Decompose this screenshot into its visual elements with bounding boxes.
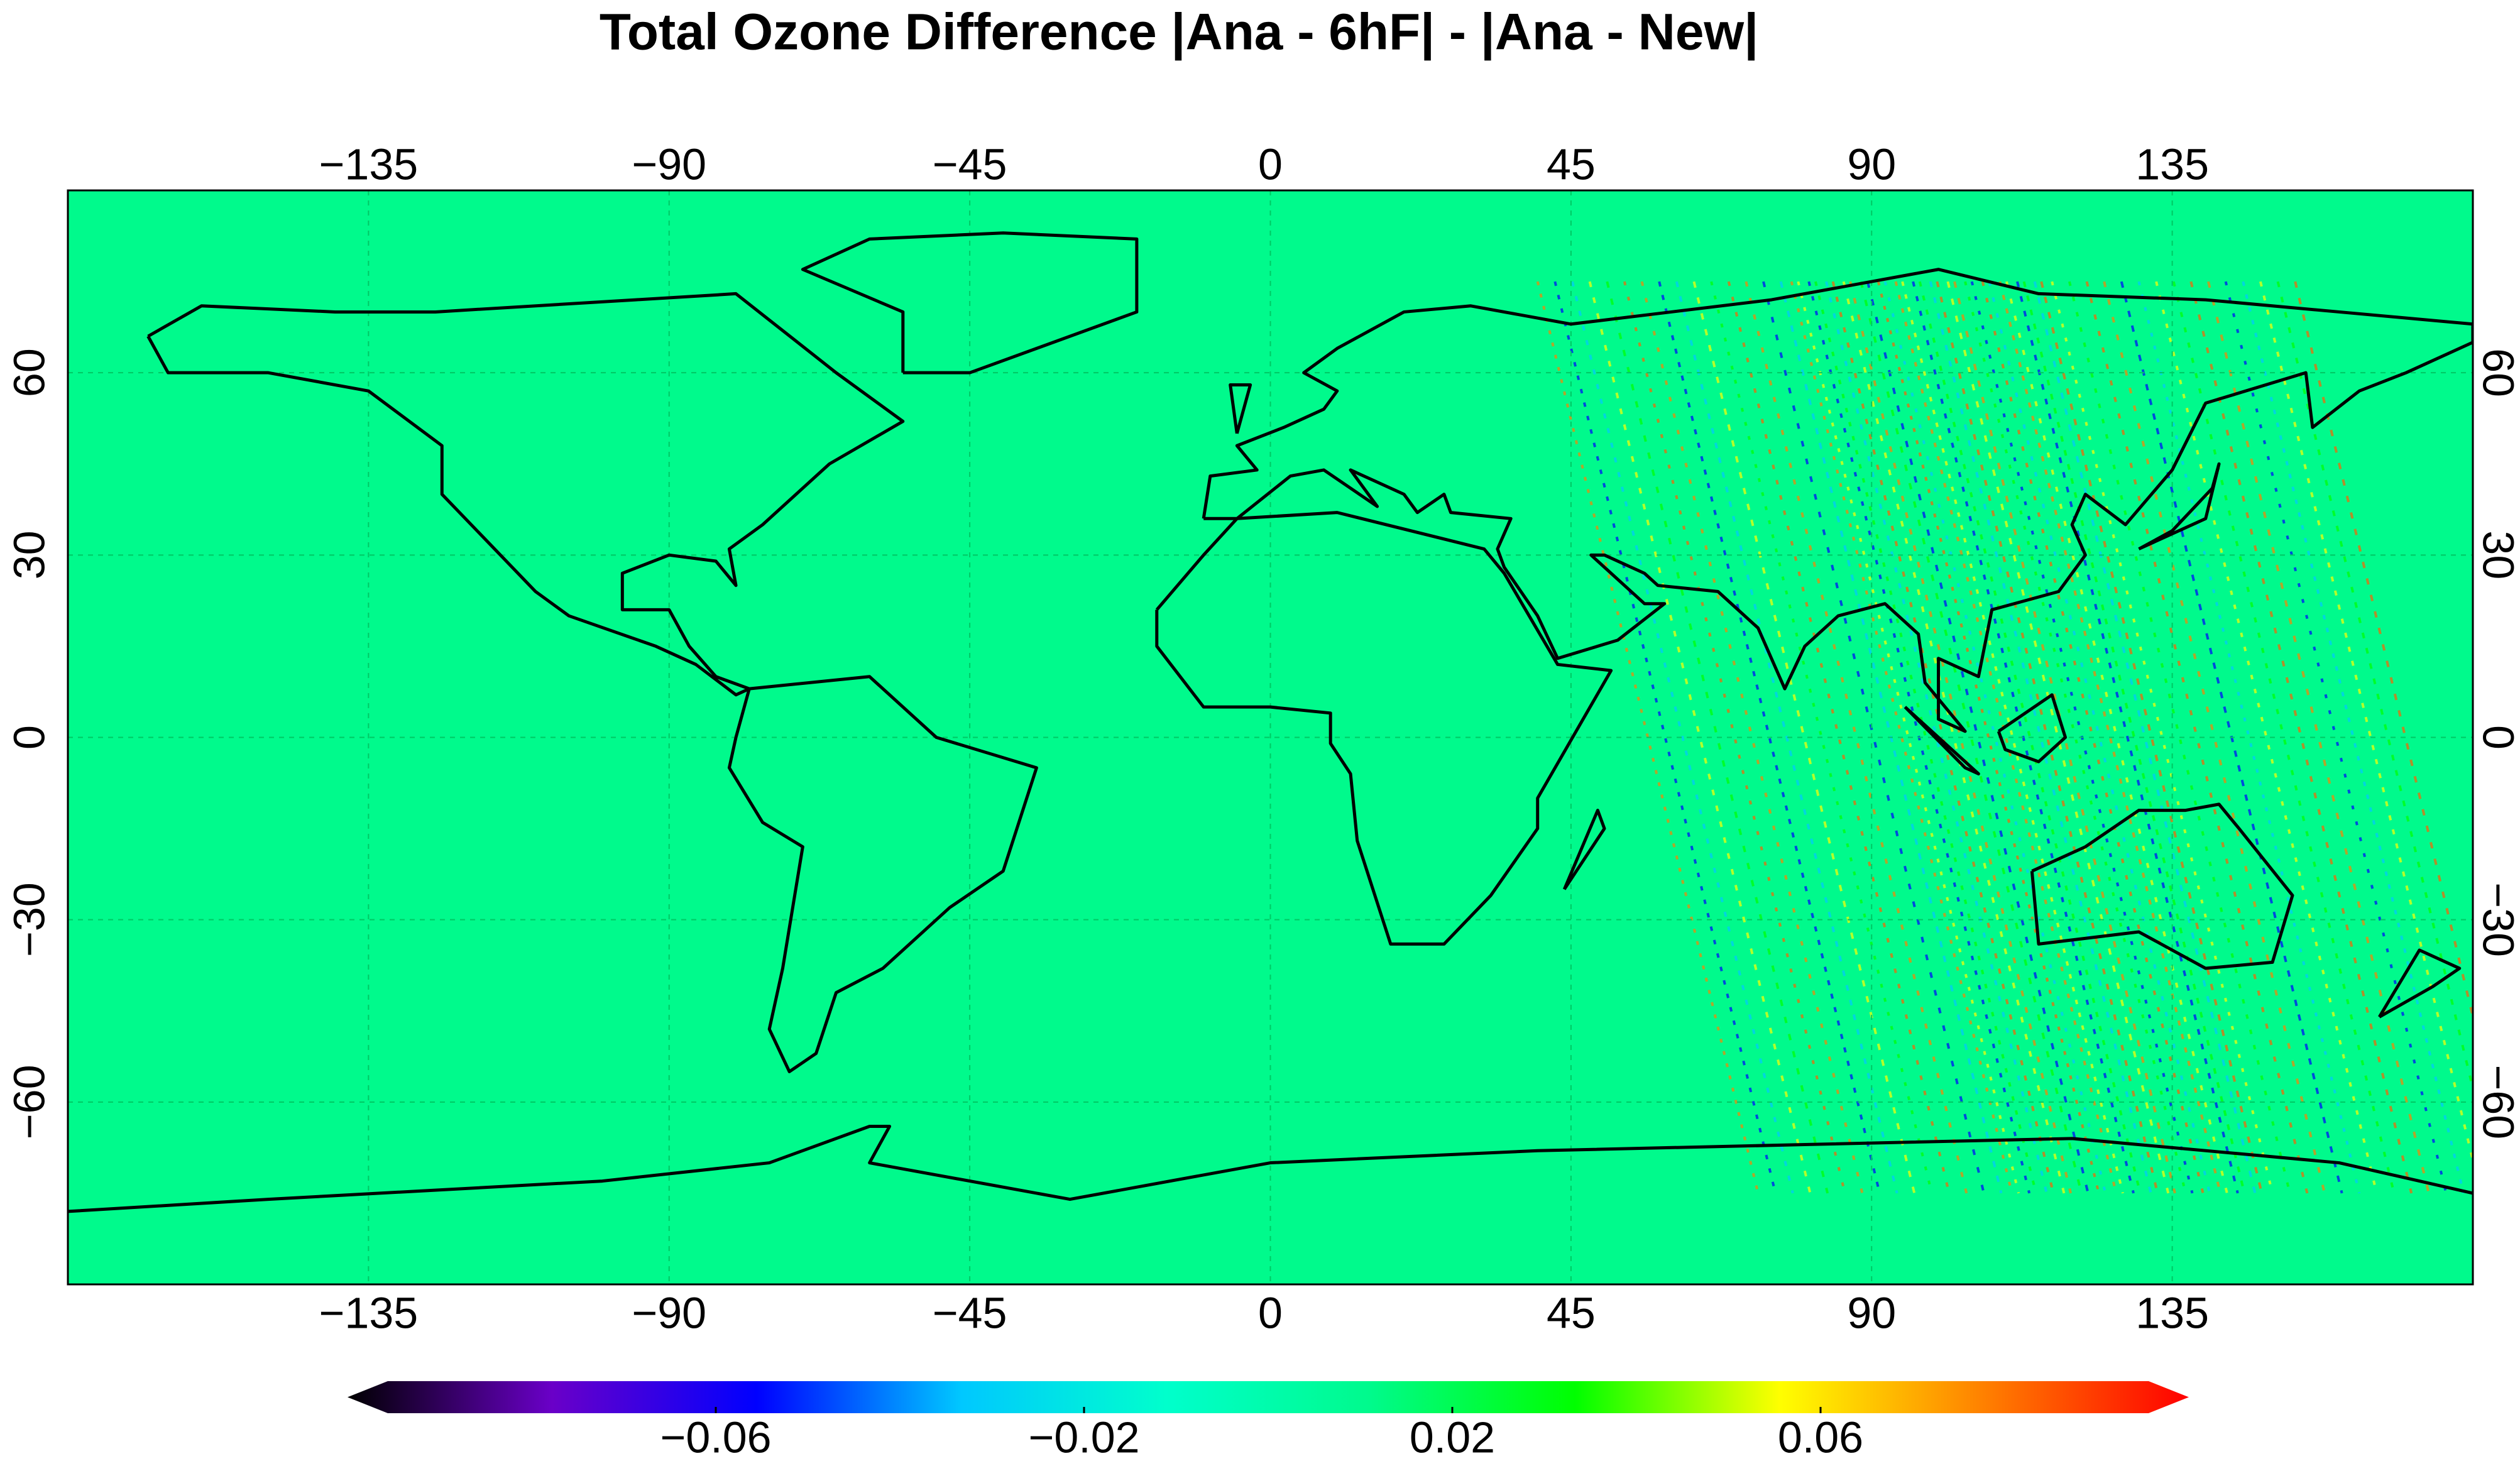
y-tick-label-left: −60 (4, 1064, 53, 1139)
coastline (1562, 809, 1606, 890)
x-tick-label-top: −90 (632, 139, 706, 189)
swath-track (2085, 281, 2309, 1194)
y-tick-label-right: −60 (2474, 1064, 2520, 1139)
colorbar-tick-label: −0.02 (1028, 1413, 1139, 1462)
coastline (801, 231, 1139, 375)
y-tick-label-left: 60 (4, 348, 53, 397)
x-tick-label-top: −45 (933, 139, 1007, 189)
x-tick-label-top: 135 (2135, 139, 2209, 189)
swath-track (2155, 281, 2378, 1194)
coastline (727, 675, 1038, 1073)
swath-track (1894, 281, 2118, 1194)
x-tick-label-top: −135 (319, 139, 419, 189)
swath-track (1918, 281, 2142, 1194)
swath-track (1675, 281, 1898, 1194)
y-tick-label-right: 0 (2474, 725, 2520, 750)
colorbar-tick-label: 0.06 (1778, 1413, 1863, 1462)
swath-track (2137, 281, 2361, 1194)
x-tick-label-bottom: −45 (933, 1288, 1007, 1337)
x-tick-label-bottom: −135 (319, 1288, 419, 1337)
swath-track (1953, 281, 2176, 1194)
y-tick-label-left: −30 (4, 882, 53, 957)
swath-track (2259, 281, 2473, 1166)
swath-track (1814, 281, 2037, 1194)
swath-track (1981, 281, 2205, 1194)
x-tick-label-top: 0 (1258, 139, 1283, 189)
swath-track (2051, 281, 2274, 1194)
colorbar-tick-label: 0.02 (1410, 1413, 1495, 1462)
swath-track (1797, 281, 2020, 1194)
swath-track (1998, 281, 2222, 1194)
swath-track (1571, 281, 1794, 1194)
x-tick-label-bottom: 135 (2135, 1288, 2209, 1337)
swath-track (2016, 281, 2239, 1194)
y-tick-label-right: −30 (2474, 882, 2520, 957)
swath-track (1860, 281, 2083, 1194)
coastline (68, 1125, 2473, 1213)
colorbar (348, 1381, 2189, 1413)
coastline (1904, 706, 1980, 776)
swath-track (1536, 281, 1760, 1194)
swath-track (1901, 281, 2124, 1194)
x-tick-label-bottom: −90 (632, 1288, 706, 1337)
x-tick-label-bottom: 90 (1847, 1288, 1896, 1337)
coastline (2030, 802, 2294, 970)
x-tick-label-top: 45 (1547, 139, 1596, 189)
coastline (2138, 462, 2221, 550)
swath-track (2294, 281, 2473, 1022)
coastline (1155, 511, 1613, 946)
swath-track (1553, 281, 1777, 1194)
y-tick-label-right: 60 (2474, 348, 2520, 397)
y-tick-label-left: 0 (4, 725, 53, 750)
colorbar-tick-label: −0.06 (660, 1413, 771, 1462)
swath-track (2189, 281, 2413, 1194)
map-frame (67, 189, 2474, 1286)
x-tick-label-bottom: 45 (1547, 1288, 1596, 1337)
map-area (68, 190, 2473, 1284)
swath-track (1658, 281, 1881, 1194)
chart-title: Total Ozone Difference |Ana - 6hF| - |An… (600, 4, 1758, 62)
coastline (1997, 693, 2068, 763)
coastline (2378, 948, 2462, 1019)
coastline (146, 292, 905, 697)
y-tick-label-left: 30 (4, 530, 53, 579)
coastline (1229, 383, 1252, 434)
swath-track (1849, 281, 2072, 1194)
swath-track (1640, 281, 1864, 1194)
swath-track (1710, 281, 1933, 1194)
coastline (1202, 268, 2473, 733)
x-tick-label-top: 90 (1847, 139, 1896, 189)
x-tick-label-bottom: 0 (1258, 1288, 1283, 1337)
swath-track (1745, 281, 1968, 1194)
swath-track (2022, 281, 2246, 1194)
y-tick-label-right: 30 (2474, 530, 2520, 579)
swath-track (2242, 281, 2465, 1194)
swath-track (1876, 281, 2100, 1194)
